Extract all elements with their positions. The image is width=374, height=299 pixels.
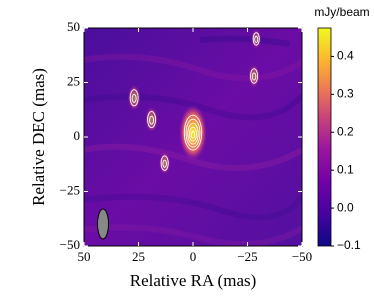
contour <box>190 130 196 139</box>
contour <box>162 159 167 168</box>
contour <box>149 115 155 125</box>
contour <box>183 114 203 151</box>
y-tick-label: 50 <box>67 19 80 34</box>
y-tick-label: 0 <box>74 128 81 143</box>
x-tick-label: 50 <box>78 249 91 264</box>
noise <box>84 35 302 246</box>
contour <box>254 35 259 43</box>
contour <box>251 72 257 81</box>
colorbar <box>317 27 332 247</box>
contour <box>189 126 197 142</box>
x-tick-label: −50 <box>292 249 312 264</box>
colorbar-tick-label: 0.4 <box>337 49 354 63</box>
y-axis-label: Relative DEC (mas) <box>29 68 48 206</box>
contour <box>129 89 139 107</box>
source <box>251 28 262 49</box>
contour <box>160 155 169 171</box>
source <box>127 84 141 111</box>
x-tick-label: 0 <box>190 249 197 264</box>
contour <box>147 111 157 129</box>
source <box>145 106 159 133</box>
y-tick-label: −25 <box>60 182 80 197</box>
contour <box>131 93 137 103</box>
contour <box>249 68 259 84</box>
colorbar-tick-label: 0.2 <box>337 124 354 138</box>
source <box>248 64 260 88</box>
colorbar-tick-label: 0.1 <box>337 162 354 176</box>
contour <box>185 118 201 148</box>
contour <box>252 32 260 46</box>
source <box>158 151 171 175</box>
colorbar-label: mJy/beam <box>314 5 369 19</box>
contour <box>187 122 199 145</box>
x-axis-label: Relative RA (mas) <box>130 271 257 290</box>
source <box>179 104 207 161</box>
beam <box>97 208 109 240</box>
colorbar-tick-label: −0.1 <box>337 238 361 252</box>
x-tick-label: −25 <box>237 249 257 264</box>
y-tick-label: 25 <box>67 73 80 88</box>
x-tick-label: 25 <box>132 249 145 264</box>
colorbar-tick-label: 0.3 <box>337 87 354 101</box>
y-tick-label: −50 <box>60 237 80 252</box>
image <box>84 28 302 246</box>
colorbar-tick-label: 0.0 <box>337 200 354 214</box>
